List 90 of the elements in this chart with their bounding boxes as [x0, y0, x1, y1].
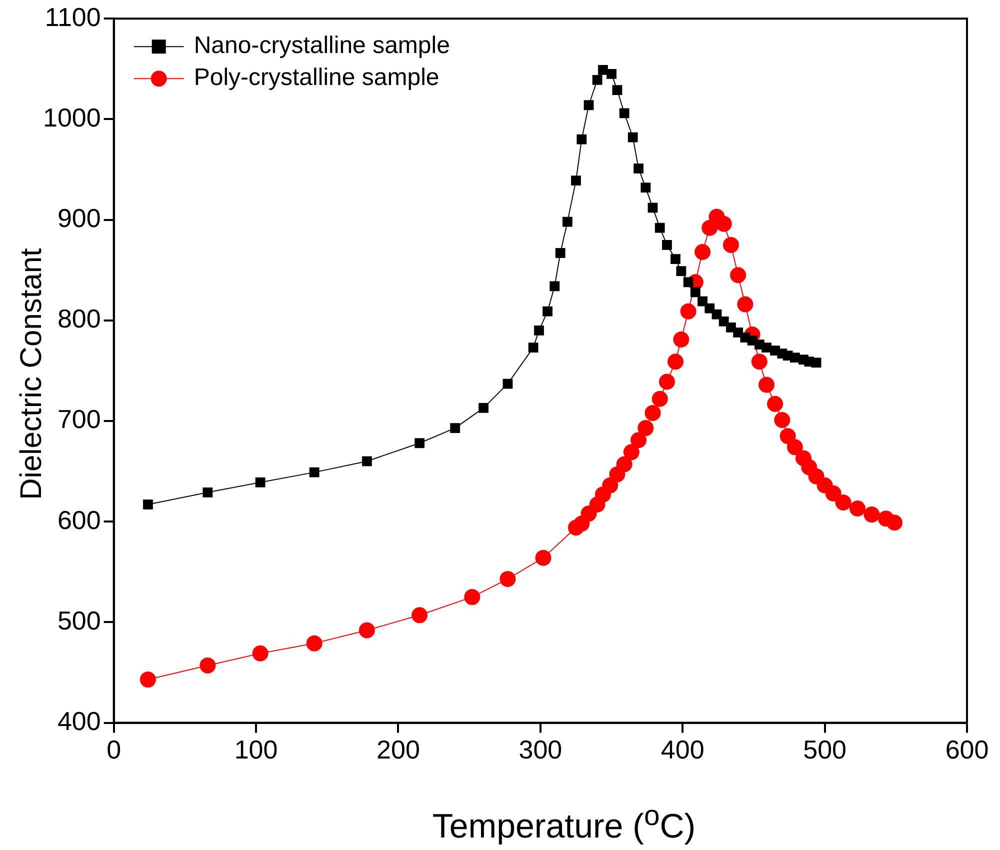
point	[864, 506, 880, 523]
point	[623, 444, 640, 460]
point	[202, 487, 213, 498]
point	[140, 672, 156, 688]
point	[758, 376, 775, 393]
point	[616, 456, 632, 472]
point	[886, 514, 902, 531]
y-tick-label: 400	[57, 706, 101, 736]
point	[606, 68, 616, 79]
point	[786, 439, 803, 456]
point	[534, 326, 544, 336]
point	[252, 645, 268, 662]
point	[680, 303, 696, 320]
x-tick-label: 500	[803, 734, 846, 765]
point	[612, 85, 622, 95]
point	[683, 277, 694, 288]
point	[737, 296, 754, 312]
point	[619, 108, 630, 118]
point	[598, 64, 608, 75]
point	[200, 657, 216, 674]
x-tick-label: 600	[945, 734, 989, 765]
point	[648, 202, 658, 213]
point	[630, 432, 647, 448]
x-tick-label: 100	[234, 734, 278, 765]
point	[668, 354, 684, 370]
point	[502, 378, 513, 389]
point	[670, 254, 680, 264]
y-tick-label: 800	[57, 304, 101, 334]
y-axis-title: Dielectric Constant	[15, 248, 49, 500]
x-tick-label: 200	[376, 734, 420, 765]
point	[571, 176, 581, 186]
point	[676, 266, 686, 276]
point	[767, 396, 784, 412]
point	[716, 216, 732, 232]
point	[500, 570, 516, 587]
point	[811, 358, 822, 368]
point	[555, 248, 566, 258]
x-axis-title: Temperature ($^{o}$C)	[431, 800, 697, 846]
x-tick-label: 400	[660, 734, 704, 765]
point	[535, 550, 552, 566]
point	[550, 281, 560, 292]
point	[528, 342, 538, 353]
point	[652, 390, 668, 407]
point	[478, 402, 488, 413]
point	[722, 236, 739, 253]
point	[690, 287, 700, 298]
point	[730, 267, 746, 284]
point	[780, 428, 796, 444]
point	[850, 500, 866, 517]
point	[628, 132, 638, 142]
point	[362, 456, 372, 466]
point	[576, 134, 587, 144]
point	[592, 75, 602, 85]
point	[702, 220, 718, 236]
point	[309, 467, 320, 478]
legend-label: Poly-crystalline sample	[194, 64, 440, 92]
point	[634, 164, 644, 174]
point	[255, 477, 266, 488]
y-tick-label: 600	[57, 504, 101, 535]
point	[464, 589, 480, 606]
point	[774, 412, 790, 428]
point	[584, 100, 594, 110]
y-tick-label: 1000	[42, 102, 101, 132]
legend-label: Nano-crystalline sample	[194, 32, 450, 60]
point	[673, 332, 690, 348]
point	[825, 485, 842, 502]
point	[835, 494, 852, 510]
point	[602, 477, 618, 494]
x-tick-label: 0	[106, 734, 122, 765]
point	[358, 622, 375, 638]
point	[662, 240, 672, 250]
point	[658, 374, 675, 390]
point	[640, 182, 651, 193]
point	[654, 222, 665, 233]
point	[542, 306, 552, 316]
point	[306, 635, 322, 652]
point	[562, 216, 572, 227]
point	[638, 420, 654, 436]
point	[412, 607, 428, 624]
y-tick-label: 700	[57, 404, 101, 434]
y-tick-label: 500	[57, 605, 101, 636]
y-tick-label: 1100	[44, 2, 101, 32]
point	[644, 404, 661, 421]
point	[751, 354, 768, 370]
point	[414, 438, 425, 448]
point	[143, 500, 153, 510]
x-tick-label: 300	[518, 734, 562, 765]
point	[450, 423, 460, 433]
y-tick-label: 900	[57, 202, 101, 233]
point	[694, 244, 711, 260]
